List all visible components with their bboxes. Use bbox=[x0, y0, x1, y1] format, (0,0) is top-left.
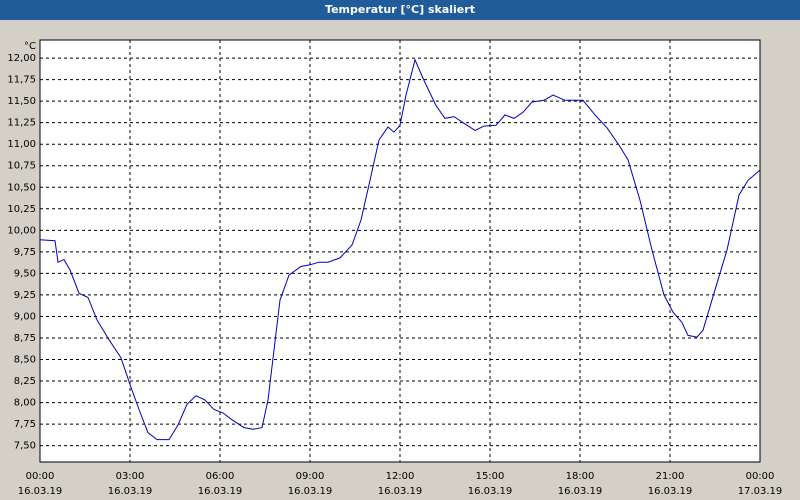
x-tick-label: 15:00 bbox=[476, 471, 505, 482]
x-tick-label: 06:00 bbox=[206, 471, 235, 482]
x-tick-date: 16.03.19 bbox=[378, 486, 423, 497]
y-tick-label: 7,75 bbox=[14, 419, 36, 430]
temperature-line bbox=[39, 58, 761, 441]
y-tick-label: 11,25 bbox=[7, 118, 36, 129]
x-tick-date: 16.03.19 bbox=[558, 486, 603, 497]
y-tick-label: 11,00 bbox=[7, 139, 36, 150]
x-tick-date: 16.03.19 bbox=[468, 486, 513, 497]
y-tick-label: 11,50 bbox=[7, 96, 36, 107]
y-tick-label: 8,00 bbox=[14, 398, 36, 409]
y-tick-label: 8,25 bbox=[14, 376, 36, 387]
x-tick-label: 00:00 bbox=[746, 471, 775, 482]
y-tick-label: 10,25 bbox=[7, 204, 36, 215]
x-tick-date: 16.03.19 bbox=[198, 486, 243, 497]
chart-title: Temperatur [°C] skaliert bbox=[325, 3, 475, 16]
x-tick-label: 00:00 bbox=[26, 471, 55, 482]
title-bar bbox=[0, 0, 800, 20]
x-tick-label: 18:00 bbox=[566, 471, 595, 482]
y-tick-label: 8,50 bbox=[14, 355, 36, 366]
x-tick-label: 12:00 bbox=[386, 471, 415, 482]
x-tick-label: 09:00 bbox=[296, 471, 325, 482]
x-tick-date: 16.03.19 bbox=[648, 486, 693, 497]
y-tick-label: 11,75 bbox=[7, 75, 36, 86]
y-tick-label: 10,75 bbox=[7, 161, 36, 172]
y-unit: °C bbox=[24, 41, 36, 52]
x-tick-date: 16.03.19 bbox=[18, 486, 63, 497]
x-tick-label: 21:00 bbox=[656, 471, 685, 482]
y-tick-label: 12,00 bbox=[7, 53, 36, 64]
x-tick-label: 03:00 bbox=[116, 471, 145, 482]
y-tick-label: 7,50 bbox=[14, 441, 36, 452]
y-tick-label: 8,75 bbox=[14, 333, 36, 344]
y-tick-label: 9,00 bbox=[14, 311, 36, 322]
y-tick-label: 10,00 bbox=[7, 225, 36, 236]
x-tick-date: 16.03.19 bbox=[288, 486, 333, 497]
y-tick-label: 9,25 bbox=[14, 290, 36, 301]
x-tick-date: 17.03.19 bbox=[738, 486, 783, 497]
y-tick-label: 9,75 bbox=[14, 247, 36, 258]
y-tick-label: 10,50 bbox=[7, 182, 36, 193]
y-tick-label: 9,50 bbox=[14, 268, 36, 279]
x-tick-date: 16.03.19 bbox=[108, 486, 153, 497]
